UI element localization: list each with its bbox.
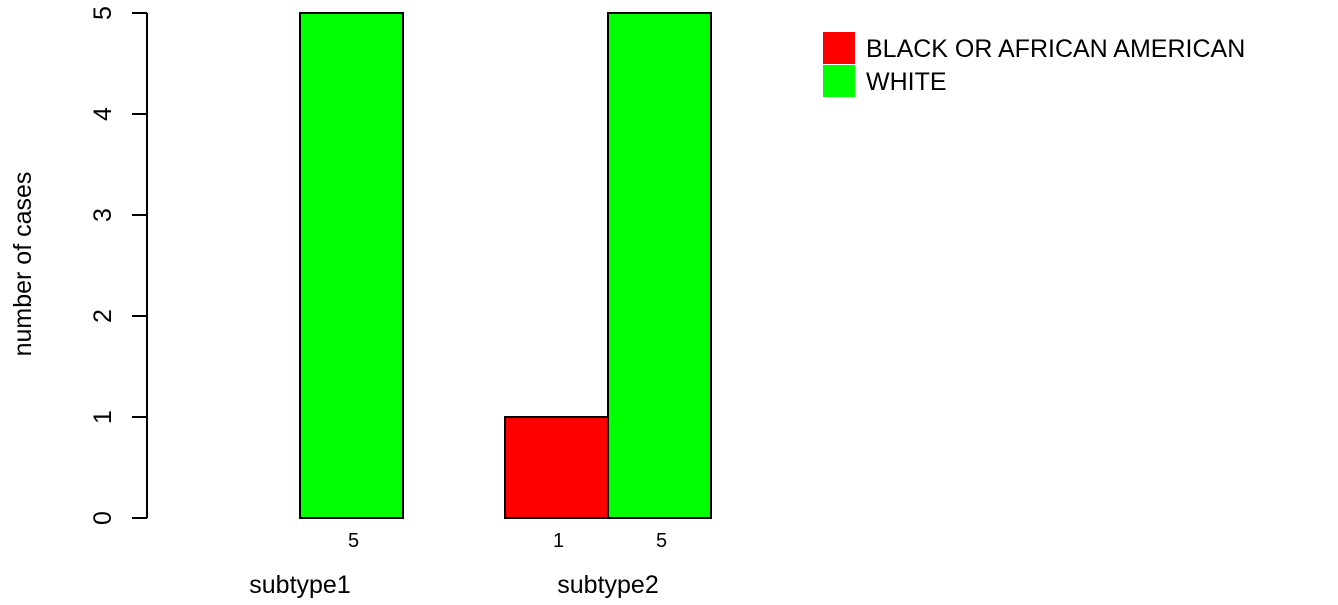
y-tick-label: 3 bbox=[89, 208, 117, 222]
y-tick-label: 0 bbox=[89, 511, 117, 525]
category-label: subtype1 bbox=[249, 571, 350, 599]
bar-value-label: 1 bbox=[553, 530, 564, 552]
category-label: subtype2 bbox=[557, 571, 658, 599]
y-axis: 0 1 2 3 4 5 bbox=[89, 6, 148, 525]
y-tick-label: 5 bbox=[89, 6, 117, 20]
y-tick-label: 4 bbox=[89, 107, 117, 121]
legend-label: BLACK OR AFRICAN AMERICAN bbox=[866, 35, 1245, 63]
y-tick-label: 1 bbox=[89, 410, 117, 424]
bar-value-label: 5 bbox=[656, 530, 667, 552]
legend-label: WHITE bbox=[866, 68, 947, 96]
bar bbox=[504, 416, 609, 519]
bar bbox=[607, 12, 712, 519]
legend-swatch bbox=[823, 32, 855, 64]
legend: BLACK OR AFRICAN AMERICAN WHITE bbox=[823, 32, 1245, 97]
bar-value-label: 5 bbox=[348, 530, 359, 552]
legend-swatch bbox=[823, 65, 855, 97]
category-labels: subtype1 subtype2 bbox=[249, 571, 658, 599]
bar bbox=[299, 12, 404, 519]
y-axis-label: number of cases bbox=[9, 172, 37, 357]
bar-value-labels: 5 1 5 bbox=[348, 530, 667, 552]
y-tick-label: 2 bbox=[89, 309, 117, 323]
bars bbox=[299, 12, 712, 519]
